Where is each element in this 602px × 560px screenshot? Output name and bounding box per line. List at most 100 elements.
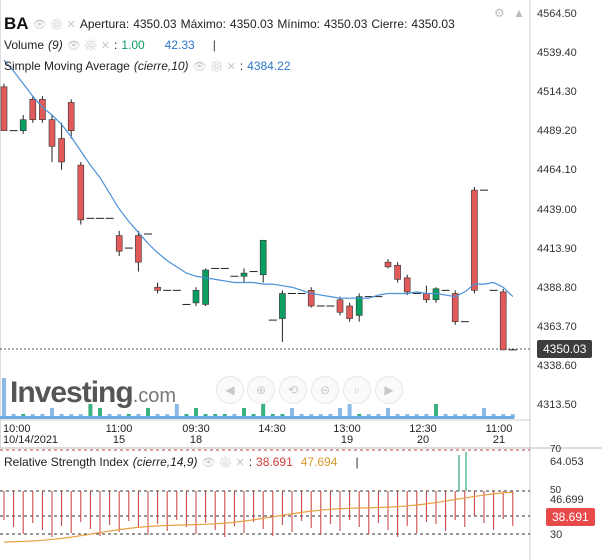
candle-body xyxy=(77,164,85,221)
volume-bar xyxy=(98,408,102,418)
price-axis-label: 4413.90 xyxy=(537,242,577,255)
rsi-legend: Relative Strength Index (cierre,14,9) 👁 … xyxy=(4,455,359,469)
candle-body xyxy=(355,296,363,316)
candle-body xyxy=(67,102,75,131)
sma-param: (cierre,10) xyxy=(133,59,189,73)
candlesticks xyxy=(0,83,517,351)
sma-legend: Simple Moving Average (cierre,10) 👁 ⚙ ✕ … xyxy=(4,59,291,73)
apertura-value: 4350.03 xyxy=(133,17,177,31)
candle-body xyxy=(394,265,401,280)
minimo-value: 4350.03 xyxy=(324,17,368,31)
sma-label: Simple Moving Average xyxy=(4,59,130,73)
time-axis-label: 14:30 xyxy=(258,423,286,435)
visibility-icon[interactable]: 👁 ⚙ ✕ xyxy=(32,18,76,31)
candle-body xyxy=(0,86,8,131)
volume-bar xyxy=(146,408,150,418)
price-axis-label: 4338.60 xyxy=(537,359,577,372)
volume-bar xyxy=(261,404,266,418)
cierre-label: Cierre: xyxy=(371,17,408,31)
volume-bar xyxy=(386,408,390,418)
price-axis-label: 4539.40 xyxy=(537,47,577,60)
candle-body xyxy=(471,189,478,291)
volume-legend: Volume (9) 👁 ⚙ ✕ : 1.00 42.33 | xyxy=(4,38,216,52)
rsi-axis-46: 46.699 xyxy=(550,494,584,506)
volume-baseline xyxy=(0,416,514,419)
cierre-value: 4350.03 xyxy=(411,17,455,31)
rsi-visibility-icon[interactable]: 👁 ⚙ ✕ xyxy=(201,456,245,469)
zoom-out-button[interactable]: ⊖ xyxy=(311,376,339,404)
volume-bar xyxy=(50,408,54,418)
volume-bar xyxy=(434,404,438,418)
candle-body xyxy=(307,290,315,307)
rsi-value1: 38.691 xyxy=(256,455,293,469)
rsi-axis-64: 64.053 xyxy=(550,456,584,468)
candle-body xyxy=(423,293,430,301)
volume-value2: 42.33 xyxy=(164,38,195,52)
scroll-right-button[interactable]: ▶ xyxy=(375,376,403,404)
time-axis-label: 13:00 19 xyxy=(333,423,361,446)
rsi-label: Relative Strength Index xyxy=(4,455,129,469)
volume-bar xyxy=(174,404,179,418)
candle-body xyxy=(48,119,56,147)
candle-body xyxy=(336,299,344,313)
volume-bar xyxy=(347,404,352,418)
reset-button[interactable]: ⟲ xyxy=(279,376,307,404)
candle-body xyxy=(154,286,161,291)
scroll-left-button[interactable]: ◀ xyxy=(216,376,244,404)
symbol-label: BA xyxy=(4,14,29,33)
rsi-guides xyxy=(0,449,530,535)
time-axis-label: 11:00 21 xyxy=(485,423,513,446)
maximo-label: Máximo: xyxy=(180,17,226,31)
candle-body xyxy=(279,293,286,319)
time-axis-label: 10:00 10/14/2021 xyxy=(3,423,59,446)
header-legend: BA 👁 ⚙ ✕ Apertura: 4350.03 Máximo: 4350.… xyxy=(4,14,455,34)
time-axis-label: 09:30 18 xyxy=(182,423,210,446)
candle-body xyxy=(346,305,353,319)
price-axis-label: 4489.20 xyxy=(537,125,577,138)
volume-value1: 1.00 xyxy=(121,38,145,52)
volume-bar xyxy=(338,408,342,418)
settings-icon[interactable]: ⚙ xyxy=(494,6,505,20)
volume-bar xyxy=(482,408,486,418)
candle-body xyxy=(384,261,392,268)
candle-body xyxy=(240,272,248,277)
sma-visibility-icon[interactable]: 👁 ⚙ ✕ xyxy=(192,60,236,73)
price-axis-label: 4363.70 xyxy=(537,320,577,333)
price-axis-label: 4439.00 xyxy=(537,203,577,216)
price-axis-label: 4313.50 xyxy=(537,399,577,411)
volume-param: (9) xyxy=(48,38,63,52)
time-axis-label: 12:30 20 xyxy=(409,423,437,446)
time-axis-label: 11:00 15 xyxy=(105,423,133,446)
rsi-histogram xyxy=(3,491,514,537)
volume-label: Volume xyxy=(4,38,45,52)
apertura-label: Apertura: xyxy=(79,17,130,31)
price-axis-label: 4564.50 xyxy=(537,8,577,20)
zoom-in-button[interactable]: ⊕ xyxy=(247,376,275,404)
rsi-signal-line xyxy=(3,491,513,543)
rsi-param: (cierre,14,9) xyxy=(132,455,198,469)
rsi-axis-50: 50 xyxy=(550,485,562,496)
price-axis-label: 4514.30 xyxy=(537,86,577,99)
rsi-value-tag: 38.691 xyxy=(546,508,595,526)
candle-body xyxy=(135,235,142,263)
candle-body xyxy=(451,293,459,322)
sma-value: 4384.22 xyxy=(247,59,291,73)
alert-icon[interactable]: ▲ xyxy=(513,6,525,20)
rsi-value2: 47.694 xyxy=(300,455,338,469)
volume-bars xyxy=(0,378,515,419)
investing-logo: Investing.com xyxy=(10,376,177,409)
volume-bar xyxy=(194,408,198,418)
zoom-area-button[interactable]: ⌕ xyxy=(343,376,371,404)
rsi-axis-70: 70 xyxy=(550,444,562,455)
rsi-spikes xyxy=(458,452,467,491)
volume-visibility-icon[interactable]: 👁 ⚙ ✕ xyxy=(66,39,110,52)
maximo-value: 4350.03 xyxy=(229,17,274,31)
rsi-axis-30: 30 xyxy=(550,529,563,541)
last-price-tag: 4350.03 xyxy=(537,340,593,358)
volume-bar xyxy=(2,378,6,418)
candle-body xyxy=(499,291,507,351)
candle-body xyxy=(58,138,65,163)
candle-body xyxy=(29,99,37,120)
candle-body xyxy=(403,277,411,293)
